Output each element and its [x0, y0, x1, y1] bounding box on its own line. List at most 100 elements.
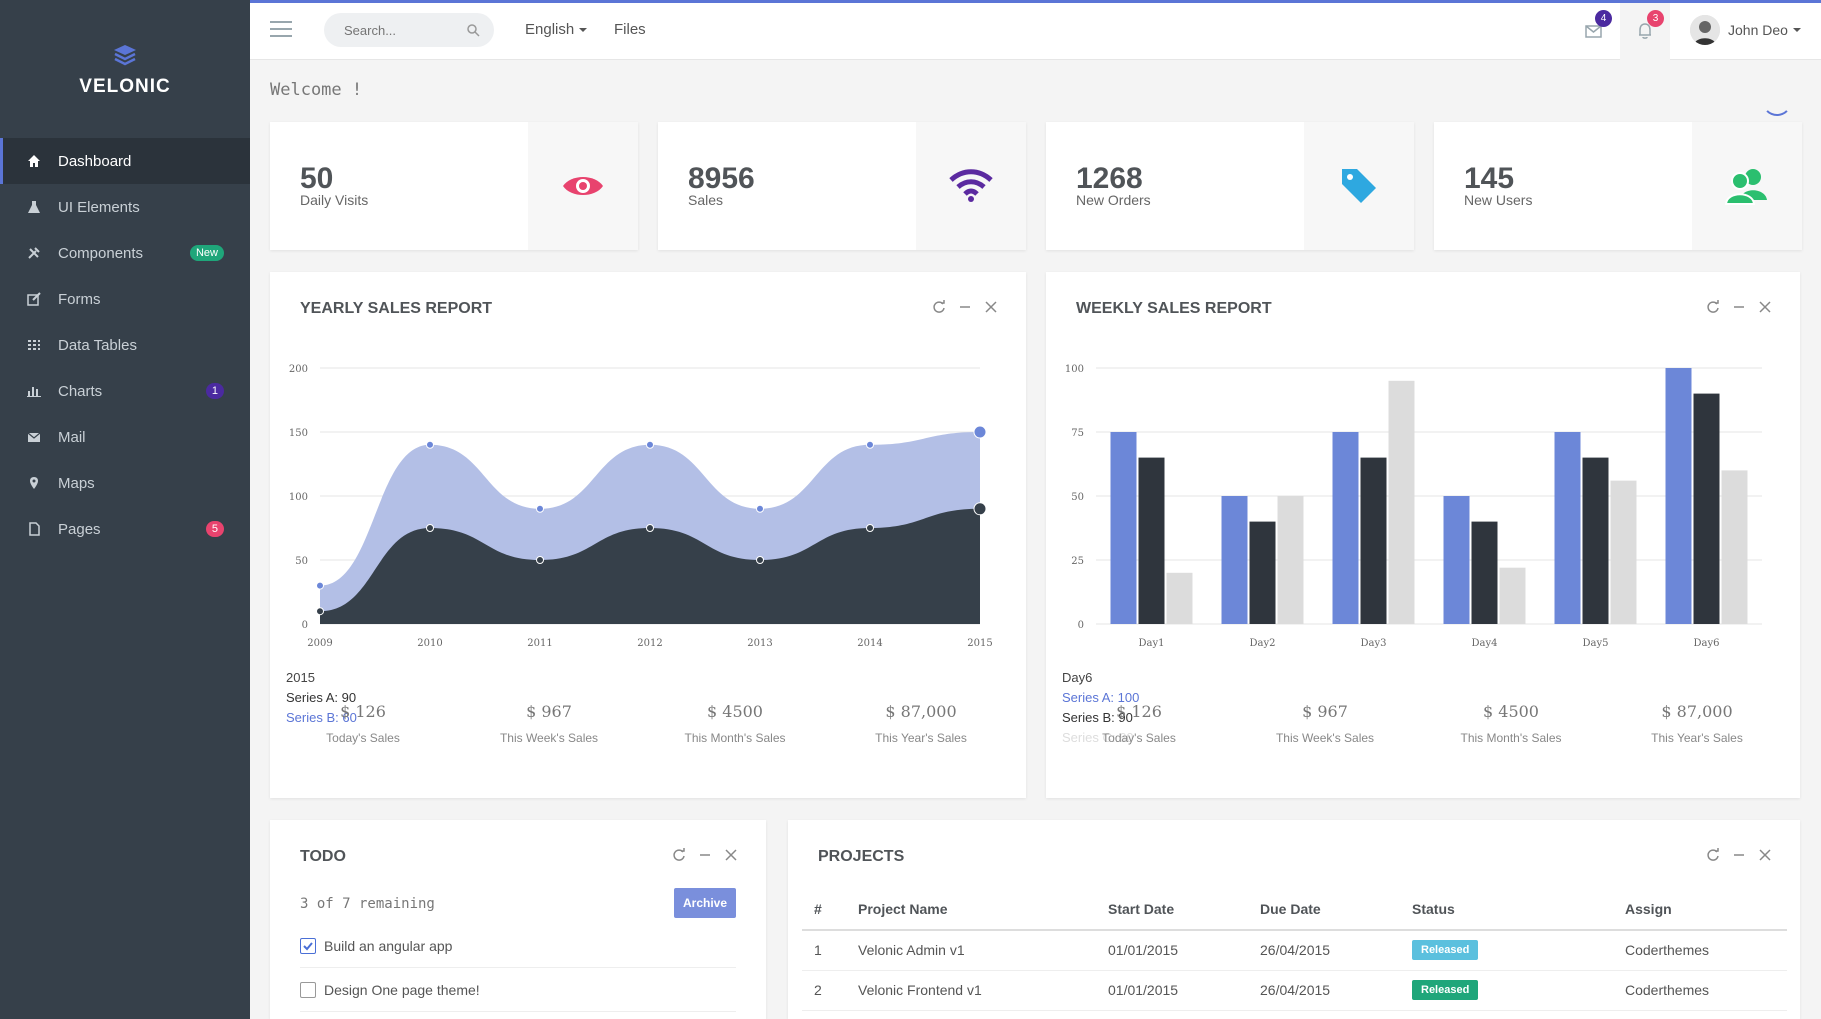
sidebar-item-label: Maps — [58, 474, 95, 492]
x-tick-label: 2015 — [967, 638, 992, 649]
todo-item[interactable]: Build an angular app — [300, 924, 736, 968]
summary-label: This Month's Sales — [1460, 731, 1562, 745]
summary-year: $ 87,000 This Year's Sales — [826, 702, 1016, 745]
table-row[interactable]: 2 Velonic Frontend v1 01/01/2015 26/04/2… — [802, 970, 1787, 1011]
sidebar-item-label: Dashboard — [58, 152, 132, 170]
sidebar-item-data-tables[interactable]: Data Tables — [0, 322, 250, 368]
close-icon[interactable] — [984, 300, 998, 314]
summary-today: $ 126 Today's Sales — [268, 702, 458, 745]
sidebar-item-components[interactable]: Components New — [0, 230, 250, 276]
summary-week: $ 967 This Week's Sales — [454, 702, 644, 745]
sidebar-item-maps[interactable]: Maps — [0, 460, 250, 506]
summary-value: $ 87,000 — [885, 702, 957, 721]
todo-item-label: Design One page theme! — [324, 981, 480, 998]
sidebar-item-charts[interactable]: Charts 1 — [0, 368, 250, 414]
weekly-sales-chart: 0 25 50 75 100 Day1 Day2 Day3 Day4 Day5 Day6 — [1065, 364, 1762, 649]
status-badge: Released — [1412, 940, 1479, 961]
search-input[interactable] — [344, 22, 464, 38]
tooltip-series-b: Series B: 90 — [1062, 710, 1133, 725]
notification-count-badge: 3 — [1647, 10, 1664, 27]
menu-toggle-icon[interactable] — [270, 21, 292, 39]
summary-year: $ 87,000 This Year's Sales — [1602, 702, 1792, 745]
status-cell: Released — [1412, 970, 1625, 1011]
refresh-icon[interactable] — [1706, 300, 1720, 314]
checkbox-checked[interactable] — [300, 937, 316, 954]
data-point — [866, 524, 874, 532]
close-icon[interactable] — [1758, 300, 1772, 314]
close-icon[interactable] — [1758, 848, 1772, 862]
due-date: 26/04/2015 — [1260, 930, 1412, 971]
todo-panel: TODO 3 of 7 remaining Archive Build an a… — [270, 820, 766, 1019]
summary-value: $ 4500 — [1483, 702, 1539, 721]
user-menu[interactable]: John Deo — [1690, 15, 1801, 45]
close-icon[interactable] — [724, 848, 738, 862]
y-tick-label: 100 — [289, 492, 308, 503]
search-icon[interactable] — [466, 23, 480, 37]
new-badge: New — [189, 245, 224, 261]
stat-value: 145 — [1464, 162, 1515, 195]
panel-title: PROJECTS — [818, 848, 905, 865]
language-dropdown[interactable]: English — [525, 21, 588, 38]
data-point — [756, 504, 764, 513]
archive-button[interactable]: Archive — [674, 888, 736, 918]
mail-count-badge: 4 — [1595, 10, 1612, 27]
data-point — [426, 440, 434, 449]
refresh-icon[interactable] — [672, 848, 686, 862]
minimize-icon[interactable] — [958, 300, 972, 314]
caret-down-icon — [579, 28, 588, 33]
x-tick-label: 2012 — [637, 638, 662, 649]
tooltip-series-a: Series A: 100 — [1062, 690, 1140, 705]
todo-item[interactable]: Design One page theme! — [300, 968, 736, 1012]
checkbox-unchecked[interactable] — [300, 981, 316, 998]
envelope-icon — [1585, 25, 1602, 38]
panel-tools — [932, 300, 998, 314]
summary-label: Today's Sales — [326, 731, 400, 745]
sidebar-item-forms[interactable]: Forms — [0, 276, 250, 322]
summary-label: This Month's Sales — [684, 731, 786, 745]
x-tick-label: Day1 — [1139, 638, 1165, 649]
stat-icon-box — [1692, 122, 1802, 250]
sidebar-item-dashboard[interactable]: Dashboard — [0, 138, 250, 184]
bar — [1138, 457, 1165, 624]
bar — [1499, 567, 1526, 624]
refresh-icon[interactable] — [1706, 848, 1720, 862]
due-date: 26/04/2015 — [1260, 970, 1412, 1011]
minimize-icon[interactable] — [1732, 300, 1746, 314]
sidebar-item-mail[interactable]: Mail — [0, 414, 250, 460]
grid-icon — [26, 337, 42, 353]
tag-icon — [1342, 169, 1376, 203]
sidebar-item-pages[interactable]: Pages 5 — [0, 506, 250, 552]
users-icon — [1724, 169, 1767, 205]
language-label: English — [525, 21, 575, 38]
sidebar-item-ui-elements[interactable]: UI Elements — [0, 184, 250, 230]
bar — [1582, 457, 1609, 624]
brand[interactable]: VELONIC — [0, 0, 250, 130]
mail-button[interactable]: 4 — [1580, 10, 1612, 43]
data-point — [756, 556, 764, 564]
sidebar-item-label: Charts — [58, 382, 103, 400]
y-tick-label: 50 — [295, 556, 308, 567]
files-link[interactable]: Files — [614, 21, 646, 38]
refresh-icon[interactable] — [932, 300, 946, 314]
summary-value: $ 126 — [340, 702, 386, 721]
y-tick-label: 75 — [1071, 428, 1084, 439]
layers-icon — [114, 45, 136, 66]
panel-title: TODO — [300, 848, 346, 865]
minimize-icon[interactable] — [1732, 848, 1746, 862]
y-tick-label: 0 — [302, 620, 308, 631]
tooltip-series-b: Series B: 60 — [286, 710, 357, 725]
status-badge: Released — [1412, 980, 1479, 1000]
tooltip-series-a: Series A: 90 — [286, 690, 357, 705]
column-header: Status — [1412, 888, 1625, 931]
column-header: Project Name — [858, 888, 1108, 931]
notifications-button[interactable]: 3 — [1632, 10, 1664, 43]
bar-chart-icon — [26, 383, 42, 399]
y-tick-label: 150 — [289, 428, 308, 439]
minimize-icon[interactable] — [698, 848, 712, 862]
panel-title: WEEKLY SALES REPORT — [1076, 300, 1272, 317]
bar — [1110, 432, 1137, 624]
table-row[interactable]: 1 Velonic Admin v1 01/01/2015 26/04/2015… — [802, 930, 1787, 971]
topbar: English Files 4 3 John Deo — [250, 0, 1821, 61]
data-point — [973, 425, 987, 439]
project-name: Velonic Frontend v1 — [858, 970, 1108, 1011]
